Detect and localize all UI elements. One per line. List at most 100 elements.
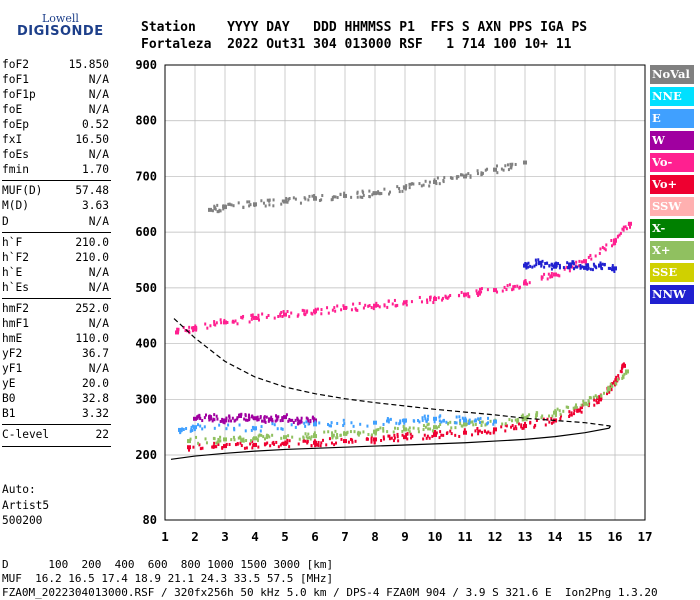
echo-pixel: [446, 431, 449, 435]
echo-pixel: [300, 420, 303, 424]
echo-pixel: [509, 162, 512, 166]
echo-pixel: [382, 437, 385, 441]
echo-pixel: [228, 442, 231, 446]
param-name: MUF(D): [2, 184, 43, 198]
param-separator: [2, 446, 111, 448]
echo-pixel: [298, 437, 301, 441]
echo-pixel: [594, 394, 597, 398]
echo-pixel: [607, 266, 610, 270]
echo-pixel: [307, 422, 310, 426]
legend-item: Vo-: [650, 153, 694, 172]
echo-pixel: [513, 284, 516, 288]
echo-pixel: [377, 190, 380, 194]
param-row: foF1 N/A: [2, 73, 109, 88]
echo-pixel: [598, 251, 601, 255]
echo-pixel: [514, 418, 517, 422]
echo-pixel: [447, 295, 450, 299]
echo-pixel: [347, 440, 350, 444]
echo-pixel: [304, 312, 307, 316]
echo-pixel: [504, 164, 507, 168]
echo-pixel: [410, 300, 413, 304]
echo-pixel: [339, 192, 342, 196]
echo-pixel: [580, 406, 583, 410]
echo-pixel: [221, 417, 224, 421]
param-name: yE: [2, 377, 16, 390]
echo-pixel: [535, 418, 538, 422]
echo-pixel: [504, 423, 507, 427]
echo-pixel: [213, 441, 216, 445]
echo-pixel: [380, 439, 383, 443]
echo-pixel: [533, 264, 536, 268]
legend-item: E: [650, 109, 694, 128]
data-point: [538, 260, 542, 265]
echo-pixel: [358, 301, 361, 305]
echo-pixel: [389, 417, 392, 421]
echo-pixel: [449, 420, 452, 424]
dashed-profile: [173, 318, 611, 427]
echo-pixel: [450, 426, 453, 430]
param-name: B0: [2, 392, 16, 406]
echo-pixel: [244, 413, 247, 417]
echo-pixel: [521, 426, 524, 430]
param-value: 110.0: [75, 331, 109, 345]
echo-pixel: [610, 239, 613, 243]
echo-pixel: [213, 418, 216, 422]
echo-pixel: [344, 306, 347, 310]
echo-pixel: [256, 439, 259, 443]
echo-pixel: [248, 200, 251, 204]
param-row: yF2 36.7: [2, 347, 109, 362]
echo-pixel: [425, 436, 428, 440]
auto-line2: Artist5: [2, 498, 50, 512]
echo-pixel: [445, 420, 448, 424]
echo-pixel: [305, 310, 308, 314]
echo-pixel: [232, 319, 235, 323]
data-point: [193, 325, 197, 330]
echo-pixel: [611, 244, 614, 248]
echo-pixel: [328, 424, 331, 428]
echo-pixel: [525, 416, 528, 420]
echo-pixel: [398, 187, 401, 191]
param-value: 16.50: [75, 133, 109, 147]
echo-pixel: [317, 440, 320, 444]
echo-pixel: [593, 264, 596, 268]
echo-pixel: [343, 191, 346, 195]
echo-pixel: [424, 179, 427, 183]
data-point: [298, 419, 302, 424]
echo-pixel: [622, 228, 625, 232]
echo-pixel: [285, 196, 288, 200]
echo-pixel: [247, 413, 250, 417]
echo-pixel: [303, 421, 306, 425]
echo-pixel: [247, 415, 250, 419]
echo-pixel: [288, 439, 291, 443]
echo-pixel: [533, 424, 536, 428]
echo-pixel: [487, 430, 490, 434]
echo-pixel: [474, 422, 477, 426]
y-tick-label: 600: [135, 225, 157, 239]
echo-pixel: [457, 175, 460, 179]
data-point: [553, 264, 557, 269]
echo-pixel: [310, 444, 313, 448]
echo-pixel: [611, 267, 614, 271]
param-value: 0.52: [82, 118, 109, 132]
echo-pixel: [321, 194, 324, 198]
echo-pixel: [245, 439, 248, 443]
echo-pixel: [475, 289, 478, 293]
echo-pixel: [429, 295, 432, 299]
param-row: foEp 0.52: [2, 118, 109, 133]
echo-pixel: [517, 422, 520, 426]
param-row: foE N/A: [2, 103, 109, 118]
auto-line1: Auto:: [2, 483, 36, 496]
echo-pixel: [587, 255, 590, 259]
echo-pixel: [317, 443, 320, 447]
echo-pixel: [447, 421, 450, 425]
echo-pixel: [284, 440, 287, 444]
echo-pixel: [568, 410, 571, 414]
echo-pixel: [518, 286, 521, 290]
echo-pixel: [467, 172, 470, 176]
echo-pixel: [454, 426, 457, 430]
echo-pixel: [248, 320, 251, 324]
echo-pixel: [256, 316, 259, 320]
echo-pixel: [250, 317, 253, 321]
echo-pixel: [579, 263, 582, 267]
echo-pixel: [313, 194, 316, 198]
